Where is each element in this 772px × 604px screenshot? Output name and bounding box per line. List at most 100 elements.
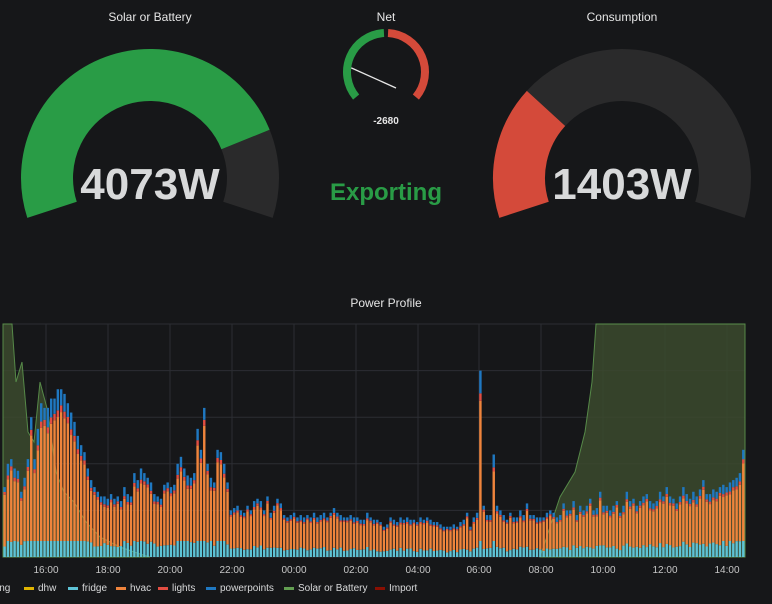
bar-powerpoints <box>339 515 342 521</box>
bar-lights <box>688 503 692 507</box>
bar-fridge <box>119 546 123 557</box>
bar-fridge <box>136 541 139 557</box>
legend-item[interactable]: lights <box>158 583 195 594</box>
bar-powerpoints <box>632 498 635 504</box>
bar-lights <box>678 502 682 505</box>
bar-fridge <box>396 550 399 557</box>
bar-hvac <box>163 493 166 546</box>
bar-fridge <box>346 550 349 557</box>
legend-item[interactable]: Solar or Battery <box>284 583 367 594</box>
bar-powerpoints <box>725 487 728 493</box>
legend-item[interactable]: powerpoints <box>206 583 274 594</box>
legend-item[interactable]: Import <box>375 583 417 594</box>
bar-hvac <box>362 525 366 550</box>
bar-powerpoints <box>519 510 522 517</box>
bar-hvac <box>519 518 522 547</box>
power-profile-title: Power Profile <box>350 296 422 310</box>
legend-label: powerpoints <box>220 583 274 594</box>
bar-fridge <box>322 547 326 557</box>
bar-fridge <box>542 550 545 557</box>
bar-lights <box>193 480 196 484</box>
bar-hvac <box>399 524 402 548</box>
legend-item[interactable]: dhw <box>24 583 56 594</box>
bar-lights <box>236 510 239 513</box>
bar-powerpoints <box>712 489 715 498</box>
bar-hvac <box>96 499 99 547</box>
bar-lights <box>705 499 708 502</box>
bar-powerpoints <box>708 494 712 502</box>
bar-lights <box>309 521 312 524</box>
bar-hvac <box>312 519 316 548</box>
bar-lights <box>143 481 146 485</box>
legend-item[interactable]: hvac <box>116 583 151 594</box>
net-gauge <box>343 29 429 100</box>
bar-powerpoints <box>163 484 166 491</box>
bar-fridge <box>342 550 346 557</box>
bar-hvac <box>109 502 113 547</box>
consumption-value: 1403W <box>552 160 692 209</box>
bar-hvac <box>722 497 725 541</box>
bar-powerpoints <box>442 526 446 531</box>
bar-fridge <box>718 545 722 557</box>
bar-powerpoints <box>389 517 392 522</box>
bar-fridge <box>229 548 233 557</box>
bar-fridge <box>20 544 23 557</box>
net-value: -2680 <box>373 116 399 127</box>
legend-label: lights <box>172 583 196 594</box>
bar-fridge <box>73 541 76 557</box>
bar-fridge <box>412 551 416 557</box>
bar-lights <box>322 518 326 521</box>
bar-hvac <box>46 433 50 541</box>
bar-powerpoints <box>602 505 605 513</box>
bar-lights <box>139 479 143 484</box>
bar-powerpoints <box>585 505 589 512</box>
bar-powerpoints <box>376 519 379 523</box>
bar-lights <box>49 417 53 424</box>
bar-fridge <box>10 541 13 557</box>
bar-hvac <box>449 531 452 552</box>
bar-powerpoints <box>589 498 592 504</box>
bar-powerpoints <box>93 487 96 492</box>
bar-fridge <box>559 548 562 557</box>
bar-powerpoints <box>116 496 119 502</box>
bar-hvac <box>119 509 123 547</box>
bar-hvac <box>655 508 658 548</box>
bar-fridge <box>336 549 339 557</box>
bar-powerpoints <box>615 501 619 505</box>
bar-hvac <box>43 425 46 541</box>
bar-hvac <box>406 523 409 549</box>
legend-item[interactable]: fridge <box>68 583 107 594</box>
bar-fridge <box>602 545 605 557</box>
bar-fridge <box>615 548 619 557</box>
bar-fridge <box>435 550 439 557</box>
bar-hvac <box>16 482 20 542</box>
bar-fridge <box>605 547 609 557</box>
bar-lights <box>399 522 402 525</box>
bar-hvac <box>402 524 406 551</box>
bar-hvac <box>366 520 369 548</box>
bar-lights <box>266 500 269 504</box>
legend-item[interactable]: king <box>0 583 10 594</box>
bar-hvac <box>149 493 153 542</box>
bar-powerpoints <box>638 501 642 506</box>
bar-hvac <box>648 510 652 545</box>
bar-powerpoints <box>322 512 326 519</box>
bar-fridge <box>206 542 209 557</box>
bar-lights <box>532 518 535 521</box>
bar-fridge <box>642 545 645 557</box>
bar-hvac <box>256 505 259 548</box>
bar-powerpoints <box>742 449 745 460</box>
bar-hvac <box>492 471 495 541</box>
bar-powerpoints <box>399 517 402 523</box>
bar-powerpoints <box>203 407 206 420</box>
bar-hvac <box>595 516 599 546</box>
bar-powerpoints <box>272 505 276 511</box>
bar-powerpoints <box>432 522 436 526</box>
bar-lights <box>415 524 419 526</box>
bar-hvac <box>229 516 233 549</box>
bar-powerpoints <box>612 505 615 512</box>
bar-powerpoints <box>349 515 352 520</box>
bar-hvac <box>572 509 575 546</box>
bar-hvac <box>705 501 708 547</box>
bar-hvac <box>183 480 186 541</box>
